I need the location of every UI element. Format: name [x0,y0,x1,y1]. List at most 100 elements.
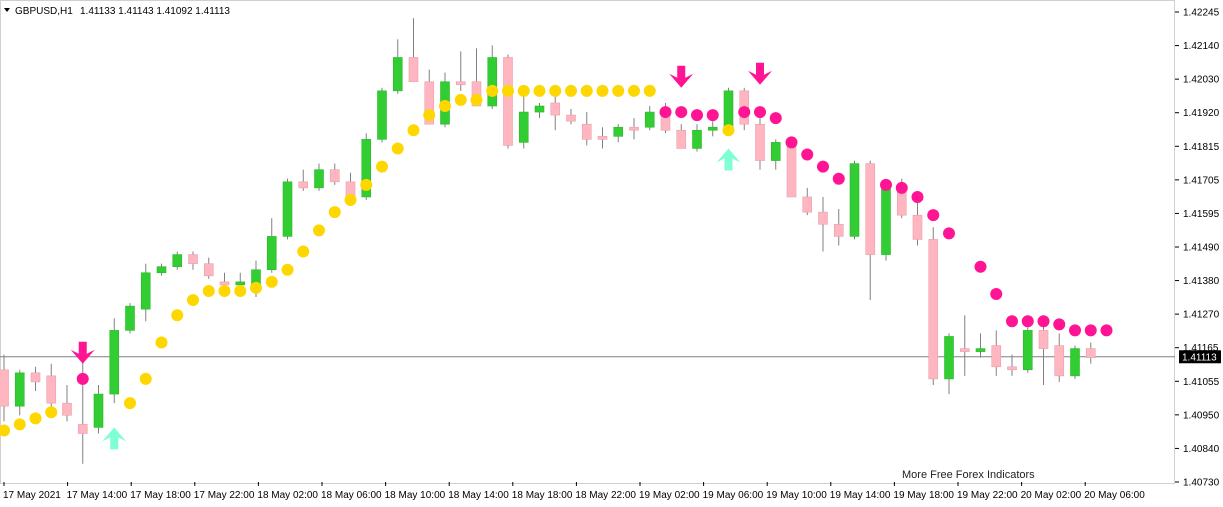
y-tick-label: 1.41815 [1183,142,1220,153]
candle-body [424,81,435,125]
candle-body [597,136,608,140]
trend-dot-up [29,412,42,425]
sell-arrow-icon [669,65,694,88]
candle [487,45,498,110]
candle [1054,333,1065,382]
candle [723,87,734,131]
candle [109,318,120,404]
dropdown-triangle-icon[interactable] [4,8,10,12]
trend-dot-up [265,275,278,288]
x-tick-label: 18 May 02:00 [257,490,318,501]
candle-body [14,372,25,407]
candle-body [1085,348,1096,358]
trend-dot-down [754,106,766,119]
trend-dot-down [691,109,703,122]
trend-dot-up [470,93,483,106]
trend-dot-up [580,84,593,97]
trend-dot-down [832,172,845,185]
trend-dot-up [187,294,199,307]
candle-body [266,236,277,271]
candle-body [581,123,592,140]
candle [629,118,639,140]
candle-body [723,90,734,128]
candle-body [534,105,545,113]
y-tick-label: 1.41380 [1183,276,1220,287]
x-tick-label: 18 May 06:00 [321,490,382,501]
x-tick-label: 17 May 18:00 [130,490,191,501]
trend-dot-up [628,84,640,97]
trend-dot-down [801,148,814,161]
trend-dot-down [1037,315,1050,328]
trend-dot-up [423,109,436,122]
ohlc-values: 1.41133 1.41143 1.41092 1.41113 [80,6,230,17]
candle-body [802,196,813,213]
x-tick-label: 17 May 22:00 [194,490,255,501]
trend-dot-down [738,106,751,119]
candle-body [975,348,986,352]
candle-body [755,123,765,161]
trend-dot-up [439,100,451,112]
trend-dot-up [281,263,294,276]
candle [928,227,939,385]
candle-body [613,126,624,137]
candle [93,384,104,434]
candle [282,178,293,240]
trend-dot-up [360,178,373,191]
x-tick-label: 19 May 18:00 [893,490,954,501]
candle [140,263,151,322]
candle-body [156,266,167,274]
trend-dot-up [13,418,26,431]
candle-body [912,214,923,240]
x-tick-label: 19 May 22:00 [957,490,1018,501]
candle [613,124,624,143]
candle-body [629,126,639,131]
candle-body [392,57,403,92]
y-tick-label: 1.40840 [1183,444,1220,455]
trend-dot-up [250,281,262,294]
y-tick-label: 1.41920 [1183,108,1220,119]
candle [0,354,9,422]
x-tick-label: 18 May 10:00 [385,490,446,501]
trend-dot-down [880,178,892,191]
candle-body [203,263,214,277]
candle [172,251,183,270]
trend-dot-down [1084,324,1097,337]
candle [833,209,844,246]
trend-dot-up [391,142,404,155]
x-tick-label: 17 May 14:00 [67,490,128,501]
symbol-header: GBPUSD,H1 1.41133 1.41143 1.41092 1.4111… [4,6,230,17]
candle-body [1054,345,1065,377]
trend-dot-up [155,336,168,349]
trend-dot-down [990,288,1003,300]
plot-frame [0,0,1175,484]
trend-dot-up [549,84,562,97]
x-axis: 17 May 2021 17 May 14:00 17 May 18:00 17 Ma… [3,482,1145,501]
candle-body [550,102,561,116]
candle [1070,345,1080,379]
candle-body [298,181,309,189]
trend-dot-down [1100,324,1113,337]
candle [62,384,72,422]
footer-note: More Free Forex Indicators [902,469,1035,481]
trend-dot-up [612,84,625,97]
y-tick-label: 1.40730 [1183,478,1220,489]
y-tick-label: 1.42245 [1183,8,1220,19]
candle-body [865,163,876,255]
trend-dot-down [76,372,89,385]
candle-body [314,169,324,189]
trend-dot-up [202,284,215,297]
candle-body [62,402,72,416]
y-tick-label: 1.41490 [1183,243,1220,254]
candle [770,139,781,170]
sell-arrow-icon [748,62,772,85]
candle-body [944,336,954,380]
trend-dot-up [45,406,58,419]
candle [644,106,655,131]
x-tick-label: 20 May 02:00 [1021,490,1082,501]
symbol-label: GBPUSD,H1 [15,6,73,17]
candle-body [818,211,828,225]
candle-body [140,272,151,310]
trend-dot-up [517,84,530,97]
candle [1022,327,1033,373]
